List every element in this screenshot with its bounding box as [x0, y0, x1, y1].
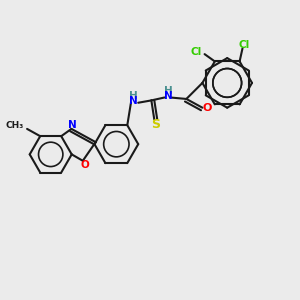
- Text: O: O: [203, 103, 212, 113]
- Text: H: H: [130, 91, 138, 101]
- Text: Cl: Cl: [191, 47, 202, 57]
- Text: S: S: [151, 118, 160, 131]
- Text: O: O: [81, 160, 89, 170]
- Text: N: N: [68, 120, 76, 130]
- Text: N: N: [164, 91, 173, 101]
- Text: Cl: Cl: [238, 40, 250, 50]
- Text: CH₃: CH₃: [6, 122, 24, 130]
- Text: H: H: [164, 86, 173, 96]
- Text: N: N: [130, 96, 138, 106]
